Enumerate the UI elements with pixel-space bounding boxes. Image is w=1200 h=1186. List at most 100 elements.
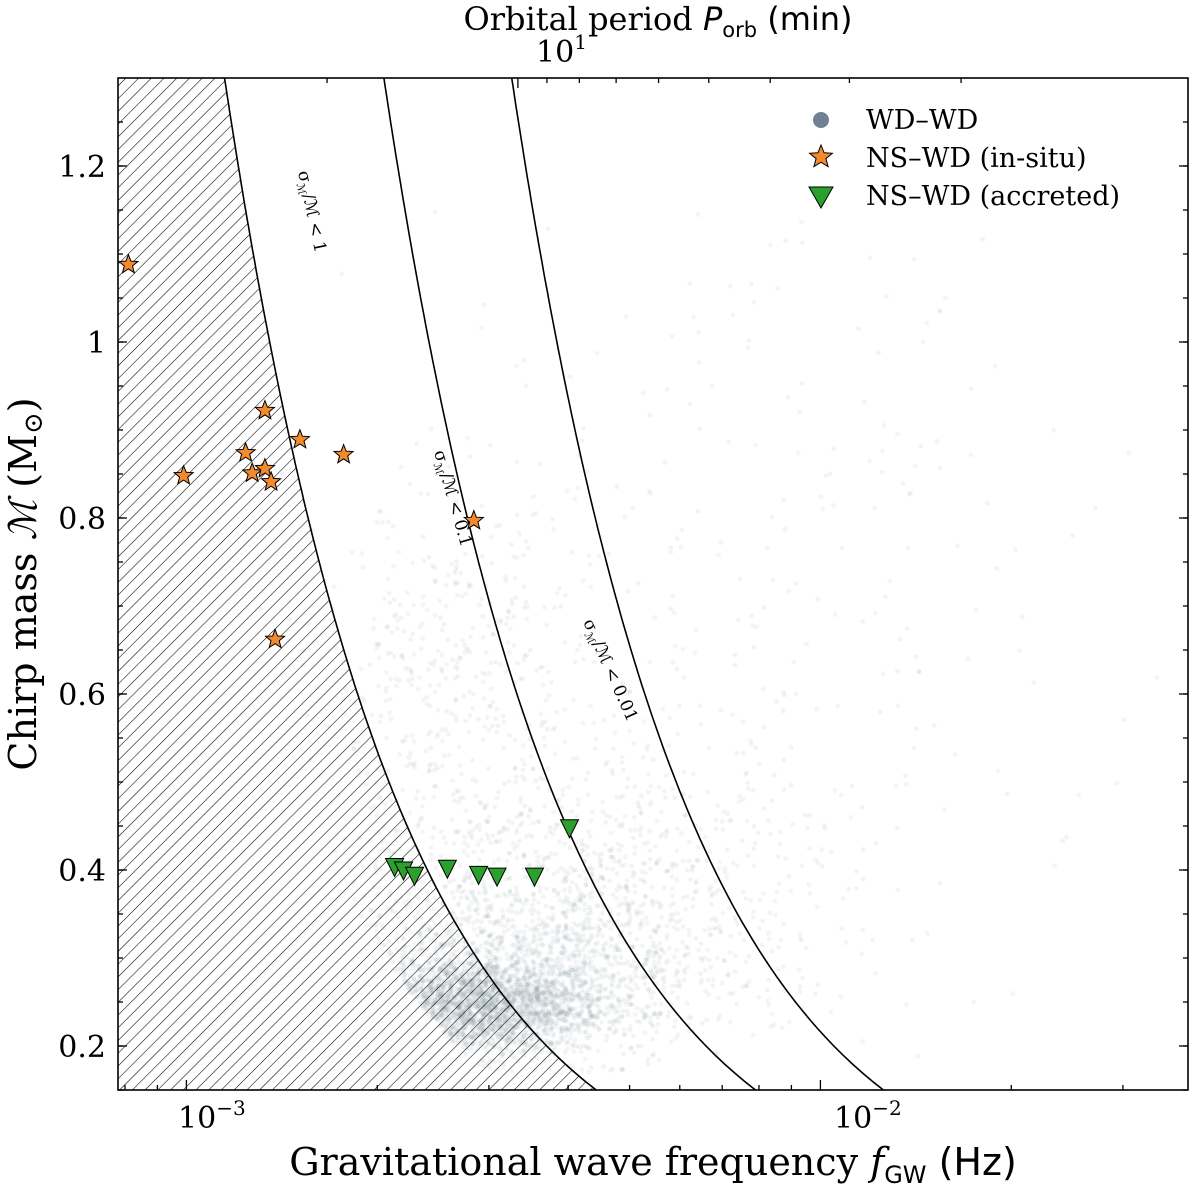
wdwd-point <box>576 1026 582 1031</box>
wdwd-point <box>591 1024 596 1030</box>
wdwd-point <box>769 948 775 954</box>
wdwd-point <box>634 1005 640 1011</box>
wdwd-point <box>565 1001 571 1007</box>
wdwd-point <box>459 890 465 895</box>
wdwd-point <box>546 943 552 948</box>
wdwd-point <box>694 878 699 884</box>
wdwd-point <box>630 993 636 999</box>
wdwd-point <box>669 334 675 340</box>
wdwd-point <box>555 955 561 961</box>
wdwd-point <box>720 910 726 916</box>
wdwd-point <box>654 949 659 955</box>
wdwd-point <box>584 972 589 977</box>
wdwd-point <box>360 565 366 570</box>
ns-wd-insitu-point <box>264 627 286 649</box>
wdwd-point <box>566 973 571 979</box>
wdwd-point <box>590 867 595 872</box>
wdwd-point <box>822 825 828 831</box>
wdwd-point <box>545 915 551 920</box>
wdwd-point <box>578 959 584 965</box>
wdwd-point <box>521 953 527 958</box>
wdwd-point <box>543 903 549 909</box>
wdwd-point <box>504 967 510 972</box>
wdwd-point <box>568 1030 574 1036</box>
wdwd-point <box>761 724 766 730</box>
wdwd-point <box>569 1012 574 1018</box>
wdwd-point <box>520 774 526 779</box>
wdwd-point <box>475 933 480 938</box>
wdwd-point <box>704 1017 710 1023</box>
wdwd-point <box>495 935 501 941</box>
wdwd-point <box>576 973 582 979</box>
wdwd-point <box>520 938 526 944</box>
wdwd-point <box>750 623 756 629</box>
wdwd-point <box>600 799 606 805</box>
wdwd-point <box>492 957 498 963</box>
wdwd-point <box>476 949 482 954</box>
top-tick-labels: 101 <box>536 30 587 70</box>
wdwd-point <box>879 448 885 454</box>
wdwd-point <box>1154 675 1160 681</box>
wdwd-point <box>691 314 697 320</box>
wdwd-point <box>545 1008 551 1014</box>
wdwd-point <box>562 998 568 1003</box>
wdwd-point <box>654 860 660 866</box>
wdwd-point <box>562 986 568 991</box>
wdwd-point <box>589 980 594 985</box>
wdwd-point <box>597 983 602 988</box>
wdwd-point <box>518 795 524 801</box>
wdwd-point <box>659 915 665 920</box>
wdwd-point <box>527 1009 533 1015</box>
wdwd-point <box>349 550 355 556</box>
wdwd-point <box>460 910 465 916</box>
wdwd-point <box>577 895 583 901</box>
wdwd-point <box>696 947 701 953</box>
wdwd-point <box>779 1025 785 1031</box>
wdwd-point <box>466 729 472 735</box>
wdwd-point <box>450 792 456 797</box>
wdwd-point <box>520 998 526 1003</box>
wdwd-point <box>512 993 518 998</box>
wdwd-point <box>608 1019 614 1025</box>
wdwd-point <box>398 464 404 470</box>
wdwd-point <box>611 977 616 983</box>
wdwd-point <box>607 878 612 884</box>
wdwd-point <box>506 608 512 614</box>
wdwd-point <box>601 1064 606 1069</box>
wdwd-point <box>651 1011 657 1017</box>
wdwd-point <box>556 967 562 973</box>
wdwd-point <box>587 1008 592 1014</box>
wdwd-point <box>702 928 707 933</box>
wdwd-point <box>555 890 561 896</box>
wdwd-point <box>797 409 803 415</box>
wdwd-point <box>704 858 709 863</box>
wdwd-point <box>581 925 587 931</box>
wdwd-point <box>449 711 454 716</box>
wdwd-point <box>712 916 718 921</box>
wdwd-point <box>671 1024 677 1029</box>
wdwd-point <box>418 646 424 651</box>
wdwd-point <box>509 992 515 998</box>
wdwd-point <box>550 958 556 963</box>
wdwd-point <box>566 784 571 790</box>
wdwd-point <box>529 1011 535 1017</box>
wdwd-point <box>465 916 471 921</box>
wdwd-point <box>524 989 530 995</box>
wdwd-point <box>541 989 546 995</box>
wdwd-point <box>576 797 581 802</box>
wdwd-point <box>548 1042 554 1048</box>
wdwd-point <box>581 1018 587 1024</box>
wdwd-point <box>639 910 645 916</box>
wdwd-point <box>649 898 655 903</box>
wdwd-point <box>385 535 390 541</box>
legend: WD–WD NS–WD (in-situ) NS–WD (accreted) <box>808 105 1120 212</box>
wdwd-point <box>506 976 512 982</box>
wdwd-point <box>848 815 854 820</box>
wdwd-point <box>427 703 433 709</box>
wdwd-point <box>1051 427 1057 433</box>
wdwd-point <box>530 911 535 917</box>
wdwd-point <box>485 913 490 919</box>
wdwd-point <box>507 875 513 881</box>
wdwd-point <box>554 928 560 934</box>
wdwd-point <box>623 854 628 860</box>
